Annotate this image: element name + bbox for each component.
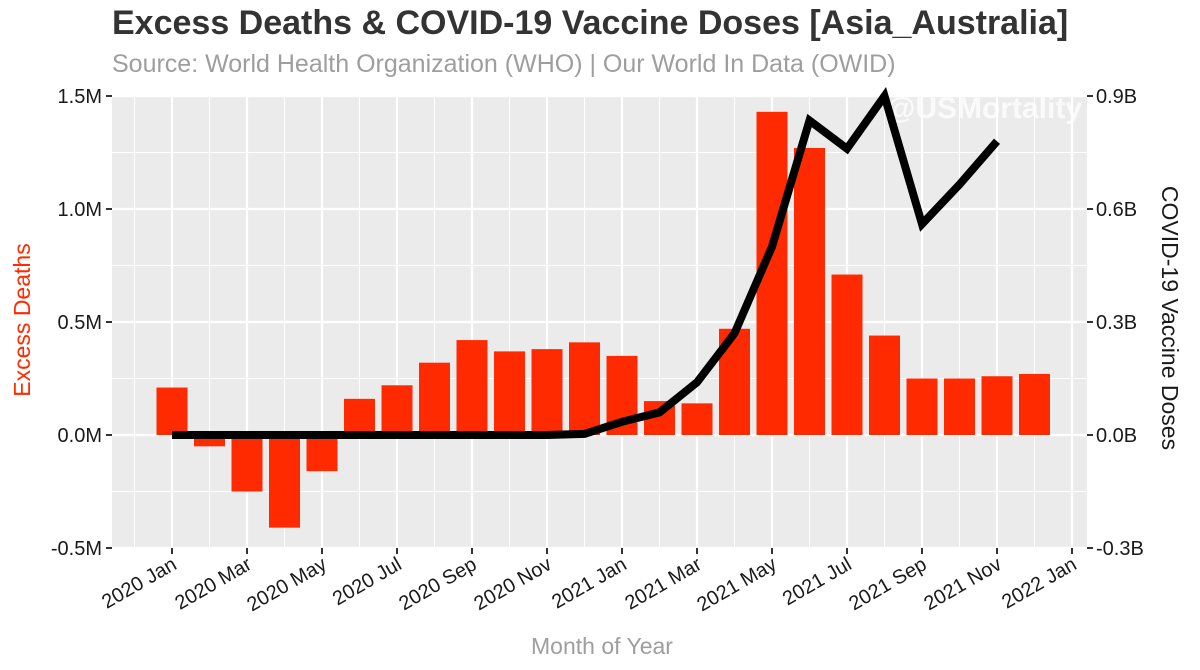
bar-series-excess-deaths [156, 111, 1050, 528]
y-tick-label: 1.5M [58, 86, 102, 108]
bar-2020-03 [231, 435, 263, 492]
y2-tick-label: -0.3B [1096, 538, 1144, 560]
x-tick-label: 2020 Nov [470, 553, 555, 615]
bar-2020-11 [531, 349, 563, 435]
x-tick-label: 2021 May [693, 553, 780, 616]
y2-tick-label: 0.6B [1096, 199, 1137, 221]
x-axis-title: Month of Year [531, 633, 673, 659]
y2-tick-label: 0.0B [1096, 425, 1137, 447]
bar-2021-03 [681, 403, 713, 435]
y-tick-label: 1.0M [58, 199, 102, 221]
y-axis-title: Excess Deaths [9, 243, 35, 396]
x-tick-label: 2021 Sep [845, 553, 930, 615]
x-tick-label: 2020 May [243, 553, 330, 616]
bar-2021-12 [1019, 373, 1050, 435]
y-axis-right: -0.3B 0.0B 0.3B 0.6B 0.9B [1087, 86, 1144, 560]
x-tick-label: 2021 Jul [779, 553, 855, 610]
bar-2021-11 [981, 376, 1013, 435]
bar-2021-10 [944, 378, 975, 435]
bar-2021-06 [794, 147, 825, 436]
bar-2020-10 [494, 351, 525, 435]
bar-2021-07 [831, 274, 863, 435]
x-tick-label: 2020 Mar [171, 553, 255, 614]
y2-tick-label: 0.9B [1096, 86, 1137, 108]
line-series-vaccine-doses [172, 86, 1001, 439]
bar-2021-08 [869, 335, 900, 435]
chart-title: Excess Deaths & COVID-19 Vaccine Doses [… [112, 4, 1069, 42]
bar-2020-04 [269, 435, 300, 528]
y2-tick-label: 0.3B [1096, 312, 1137, 334]
y-tick-label: -0.5M [51, 538, 102, 560]
grid-major [112, 94, 1087, 550]
watermark: @USMortality [886, 92, 1082, 125]
chart-subtitle: Source: World Health Organization (WHO) … [112, 50, 896, 78]
y-axis-left: -0.5M 0.0M 0.5M 1.0M 1.5M [51, 86, 112, 560]
y-tick-label: 0.0M [58, 425, 102, 447]
y2-axis-title: COVID-19 Vaccine Doses [1157, 186, 1183, 450]
bar-2020-02 [194, 435, 225, 447]
bar-2020-09 [456, 340, 488, 435]
bar-2020-12 [569, 342, 600, 435]
x-tick-label: 2020 Sep [395, 553, 480, 615]
bar-2021-09 [906, 378, 938, 435]
bar-2020-01 [156, 387, 188, 435]
bar-2020-08 [419, 362, 450, 435]
x-tick-label: 2020 Jul [329, 553, 405, 610]
x-tick-label: 2021 Nov [920, 553, 1005, 615]
x-tick-label: 2021 Mar [621, 553, 705, 614]
x-tick-label: 2020 Jan [98, 553, 180, 613]
bar-2020-07 [381, 385, 413, 435]
x-tick-label: 2022 Jan [998, 553, 1080, 613]
bar-2020-05 [306, 435, 338, 472]
y-tick-label: 0.5M [58, 312, 102, 334]
bar-2020-06 [344, 398, 375, 435]
x-tick-label: 2021 Jan [548, 553, 630, 613]
